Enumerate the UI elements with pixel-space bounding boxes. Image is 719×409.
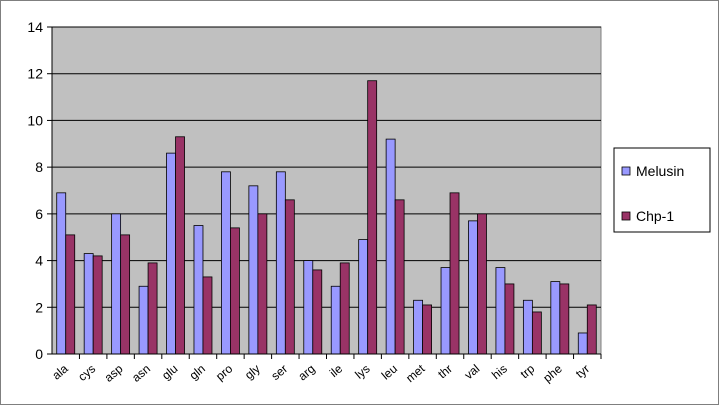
legend-swatch-melusin [621,166,631,176]
bar-chp1-met [422,304,432,355]
y-tick-label: 10 [27,112,43,128]
x-tick-label: phe [540,361,565,385]
x-tick-label: pro [213,361,236,383]
bar-melusin-pro [221,171,231,355]
y-tick-label: 0 [35,346,43,362]
bar-chp1-ala [65,234,76,355]
bar-melusin-thr [440,267,451,355]
bar-melusin-gly [248,185,259,355]
bar-melusin-ile [330,285,341,355]
bar-chp1-thr [449,192,460,355]
x-tick-label: met [403,361,428,385]
bar-chp1-arg [312,269,323,355]
x-tick-label: lys [352,362,372,382]
bar-chp1-his [504,283,515,355]
bar-melusin-lys [358,239,369,355]
bar-chp1-leu [394,199,405,355]
x-tick-label: ile [327,361,345,380]
legend-swatch-chp1 [621,211,631,221]
legend: Melusin Chp-1 [613,147,711,233]
y-tick-label: 8 [35,159,43,175]
x-tick-label: asn [129,362,153,385]
bar-melusin-asn [138,285,149,355]
x-tick-label: asp [102,361,126,384]
legend-label-melusin: Melusin [636,163,684,179]
bar-chp1-cys [92,255,103,355]
y-tick-labels: 0 2 4 6 8 10 12 14 [27,19,52,362]
plot-area [51,26,602,355]
x-tick-label: gly [242,362,263,383]
bar-melusin-glu [166,152,176,355]
x-tick-label: glu [159,362,180,383]
bar-melusin-tyr [577,332,588,355]
x-tick-labels: ala cys asp asn glu gln pro gly ser arg ile lys leu m… [49,354,602,385]
bar-chp1-lys [367,80,378,355]
bar-chp1-ser [284,199,295,355]
y-tick-label: 12 [27,66,43,82]
x-tick-label: arg [295,362,317,384]
x-tick-label: leu [379,362,400,383]
bar-melusin-cys [83,253,94,355]
bar-chp1-glu [175,136,185,355]
bar-melusin-asp [111,213,122,355]
bar-chp1-tyr [586,304,597,355]
y-tick-label: 14 [27,19,43,35]
bar-melusin-leu [385,138,396,355]
legend-label-chp1: Chp-1 [636,208,674,224]
y-tick-label: 2 [35,299,43,315]
gridlines [52,26,601,308]
y-tick-label: 6 [35,206,43,222]
bar-melusin-ala [56,192,67,355]
bar-melusin-his [495,267,506,355]
bar-chp1-gly [257,213,268,355]
x-tick-label: tyr [573,362,592,381]
x-tick-label: gln [187,362,208,383]
x-tick-label: cys [75,362,98,384]
bar-melusin-val [468,220,478,355]
x-tick-label: thr [435,362,455,382]
bar-chp1-asp [120,234,131,355]
bar-chp1-trp [531,311,542,355]
x-tick-label: ser [268,362,290,383]
bar-melusin-trp [522,299,533,355]
bar-chp1-gln [202,276,213,355]
x-tick-label: his [489,362,510,383]
x-tick-label: val [462,362,483,383]
bar-melusin-met [413,299,423,355]
bars [56,80,597,355]
bar-chp1-phe [559,283,570,355]
x-tick-label: ala [49,361,71,382]
bar-chp1-val [477,213,487,355]
bar-chp1-ile [339,262,350,355]
y-tick-label: 4 [35,253,43,269]
bar-melusin-ser [275,171,286,355]
bar-melusin-phe [550,281,561,355]
bar-melusin-gln [193,225,204,355]
x-tick-label: trp [518,361,538,381]
bar-chp1-pro [230,227,240,355]
bar-chp1-asn [147,262,158,355]
bar-melusin-arg [303,260,314,355]
